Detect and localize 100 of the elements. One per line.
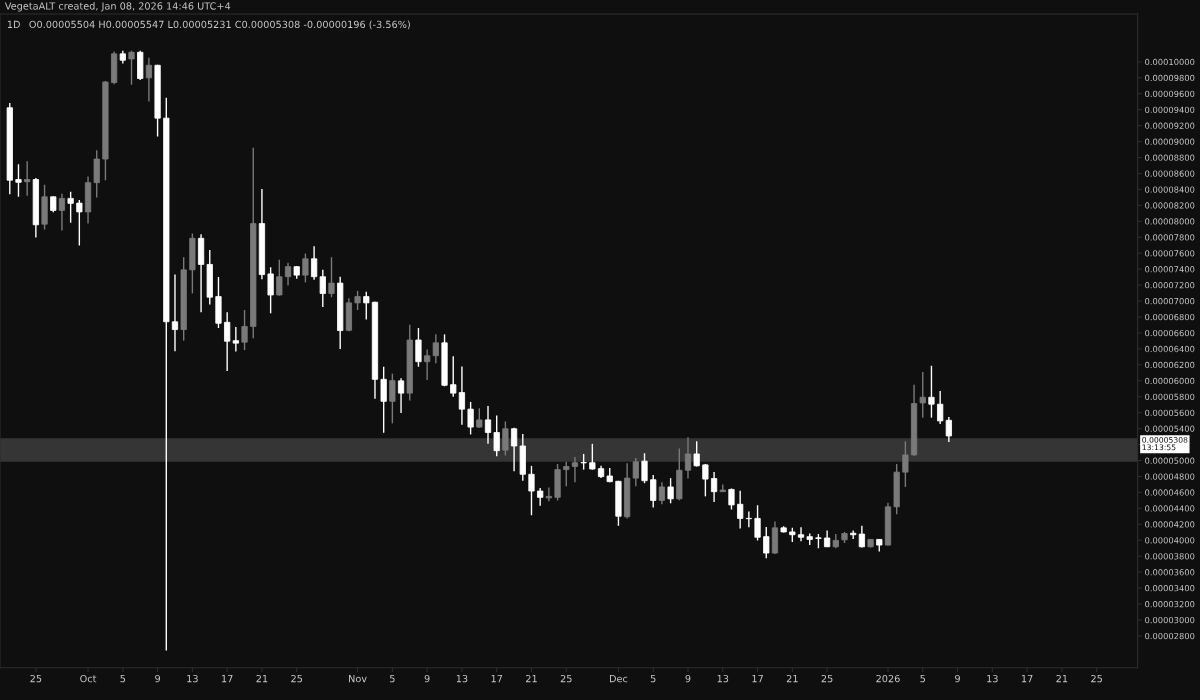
x-tick-label: Nov: [349, 675, 367, 683]
candlestick: [737, 490, 744, 530]
x-tick-label: 17: [1021, 675, 1033, 683]
candlestick: [363, 291, 370, 321]
y-tick-label: 0.00008000: [1145, 218, 1195, 225]
x-tick-label: 9: [955, 674, 960, 683]
y-tick-label: 0.00008200: [1145, 202, 1195, 209]
y-tick-label: 0.00005000: [1145, 457, 1195, 464]
annotation: O0.00005504 H0.00005547 L0.00005231 C0.00005308 -0.00000196 (-3.56%): [29, 20, 410, 30]
candlestick: [67, 191, 74, 224]
candlestick: [745, 510, 752, 528]
x-tick-label: Oct: [80, 674, 97, 683]
candlestick: [571, 456, 579, 483]
y-tick-label: 0.00003000: [1145, 616, 1195, 624]
y-tick-label: 0.00009200: [1145, 122, 1195, 129]
x-tick-label: 9: [685, 674, 691, 683]
x-tick-label: 2026: [876, 674, 900, 683]
x-tick-label: 5: [920, 675, 925, 683]
candlestick: [58, 192, 66, 232]
candlestick: [171, 273, 179, 353]
candlestick: [450, 355, 457, 398]
candlestick: [276, 259, 283, 297]
candlestick: [589, 443, 596, 471]
candlestick: [658, 481, 666, 505]
x-tick-label: 25: [30, 674, 42, 683]
candlestick: [284, 262, 292, 287]
candlestick: [563, 461, 570, 488]
x-tick-label: 21: [256, 674, 268, 683]
candlestick: [224, 311, 231, 372]
y-tick-label: 0.00009600: [1145, 90, 1195, 98]
y-tick-label: 0.00006400: [1145, 345, 1195, 353]
y-tick-label: 0.00004600: [1145, 489, 1195, 496]
candlestick: [502, 420, 509, 457]
y-tick-label: 0.00007600: [1145, 250, 1195, 257]
candlestick: [302, 252, 309, 284]
candlestick: [328, 256, 335, 298]
candlestick: [380, 366, 387, 434]
y-tick-label: 0.00009000: [1145, 138, 1195, 145]
y-tick-label: 0.00009800: [1145, 74, 1195, 82]
y-tick-label: 0.00006000: [1145, 377, 1195, 385]
candlestick: [467, 401, 474, 436]
candlestick: [76, 199, 83, 247]
candlestick: [476, 407, 483, 429]
candlestick: [928, 365, 935, 419]
candlestick: [902, 440, 909, 488]
y-tick-label: 0.00010000: [1145, 58, 1195, 66]
candlestick: [145, 57, 153, 103]
text: VegetaALT created, Jan 08, 2026 14:46 UTC+4: [4, 2, 231, 12]
candlestick: [545, 486, 552, 502]
x-tick-label: 9: [424, 674, 430, 683]
candlestick: [424, 348, 431, 381]
y-tick-label: 0.00008400: [1145, 186, 1195, 193]
x-tick-label: 13: [987, 674, 998, 683]
x-tick-label: 5: [650, 675, 656, 683]
y-tick-label: 0.00008600: [1145, 170, 1195, 177]
y-tick-label: 0.00004000: [1145, 537, 1195, 544]
y-tick-label: 0.00003600: [1145, 569, 1195, 576]
candlestick: [93, 149, 100, 199]
candlestick: [432, 333, 439, 364]
candlestick: [310, 245, 318, 281]
candlestick: [15, 163, 22, 198]
x-tick-label: 13: [456, 674, 468, 683]
candlestick: [632, 457, 639, 488]
y-tick-label: 0.00006200: [1145, 361, 1195, 369]
y-tick-label: 0.00005400: [1145, 425, 1195, 432]
x-tick-label: 25: [821, 674, 833, 683]
candlestick: [128, 49, 135, 86]
candlestick: [397, 377, 405, 414]
y-tick-label: 0.00007000: [1145, 298, 1195, 305]
y-tick-label: 0.00008800: [1145, 154, 1195, 161]
candlestick: [415, 327, 422, 368]
candlestick: [484, 405, 492, 445]
y-tick-label: 0.00007400: [1145, 266, 1195, 273]
candlestick: [945, 416, 952, 443]
candlestick: [267, 266, 274, 315]
candlestick: [510, 427, 518, 472]
y-tick-label: 0.00004800: [1145, 473, 1195, 480]
x-tick-label: 13: [717, 674, 729, 683]
x-tick-label: 5: [390, 675, 395, 683]
y-tick-label: 0.00005800: [1145, 393, 1195, 400]
x-tick-label: 25: [1091, 674, 1102, 683]
x-tick-label: 25: [291, 674, 303, 683]
y-tick-label: 0.00007200: [1145, 282, 1195, 289]
y-tick-label: 0.00005600: [1145, 409, 1195, 416]
y-tick-label: 0.00006800: [1145, 313, 1195, 321]
x-tick-label: Dec: [609, 675, 628, 683]
candlestick: [241, 309, 248, 351]
y-tick-label: 0.00002800: [1145, 632, 1195, 640]
candlestick: [754, 504, 761, 542]
text: 1D: [7, 20, 20, 28]
candlestick: [710, 471, 718, 503]
x-tick-label: 21: [526, 674, 537, 683]
candlestick: [693, 440, 700, 468]
candlestick: [641, 452, 648, 484]
candlestick: [389, 372, 396, 425]
candlestick: [702, 463, 709, 498]
candlestick: [232, 326, 239, 353]
y-tick-label: 0.00003400: [1145, 585, 1195, 592]
x-tick-label: 13: [187, 674, 198, 683]
candlestick: [528, 465, 535, 516]
